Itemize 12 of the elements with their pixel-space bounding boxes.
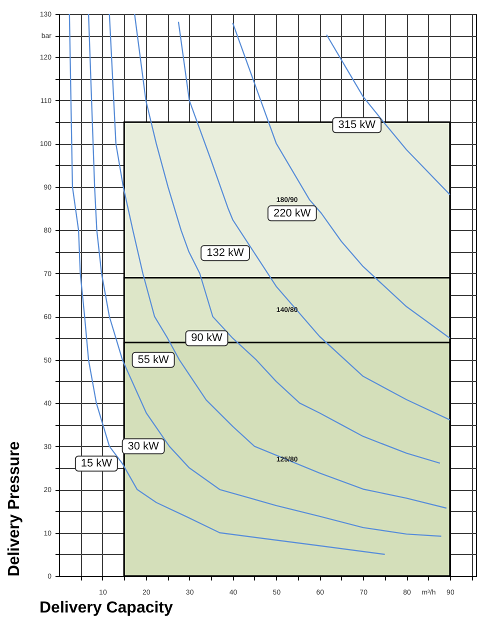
series-label: 30 kW [128,440,160,452]
y-axis-title: Delivery Pressure [6,441,23,576]
line-series [68,13,386,555]
series-label: 220 kW [274,207,312,220]
series-label: 55 kW [138,354,170,366]
series-label: 315 kW [338,119,376,132]
series-label: 90 kW [191,332,223,344]
line-series [178,21,451,421]
series-label: 132 kW [206,247,245,260]
line-series [326,34,451,196]
x-axis-title: Delivery Capacity [40,600,174,616]
series-label: 15 kW [80,458,113,470]
